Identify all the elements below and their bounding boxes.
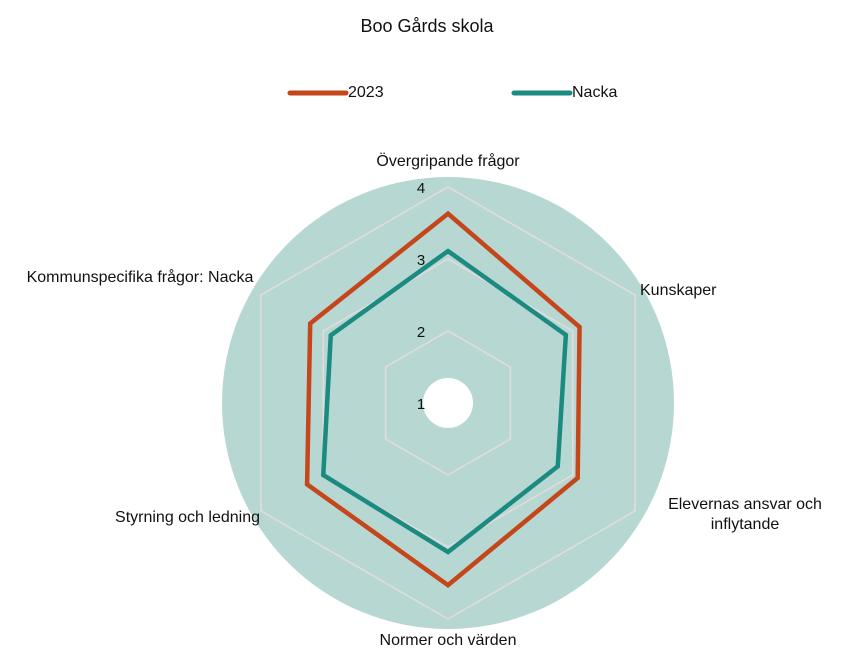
grid-line xyxy=(384,330,512,476)
r-tick-label: 3 xyxy=(417,252,425,269)
r-tick-label: 2 xyxy=(417,324,425,341)
category-label: Elevernas ansvar och inflytande xyxy=(668,496,822,533)
chart-title: Boo Gårds skola xyxy=(360,16,494,36)
category-label: Normer och värden xyxy=(379,632,517,649)
series-line xyxy=(320,248,569,555)
category-label: Övergripande frågor xyxy=(376,153,520,170)
r-tick-label: 4 xyxy=(417,180,425,197)
center-hole xyxy=(423,378,473,428)
category-label: Kommunspecifika frågor: Nacka xyxy=(26,269,254,286)
grid-line xyxy=(260,186,636,620)
r-tick-label: 1 xyxy=(417,396,425,413)
legend-label: Nacka xyxy=(572,84,618,101)
grid-line xyxy=(322,258,574,548)
series-line xyxy=(304,210,582,588)
category-label: Kunskaper xyxy=(640,282,717,299)
category-label: Styrning och ledning xyxy=(115,509,260,526)
legend-label: 2023 xyxy=(348,84,384,101)
